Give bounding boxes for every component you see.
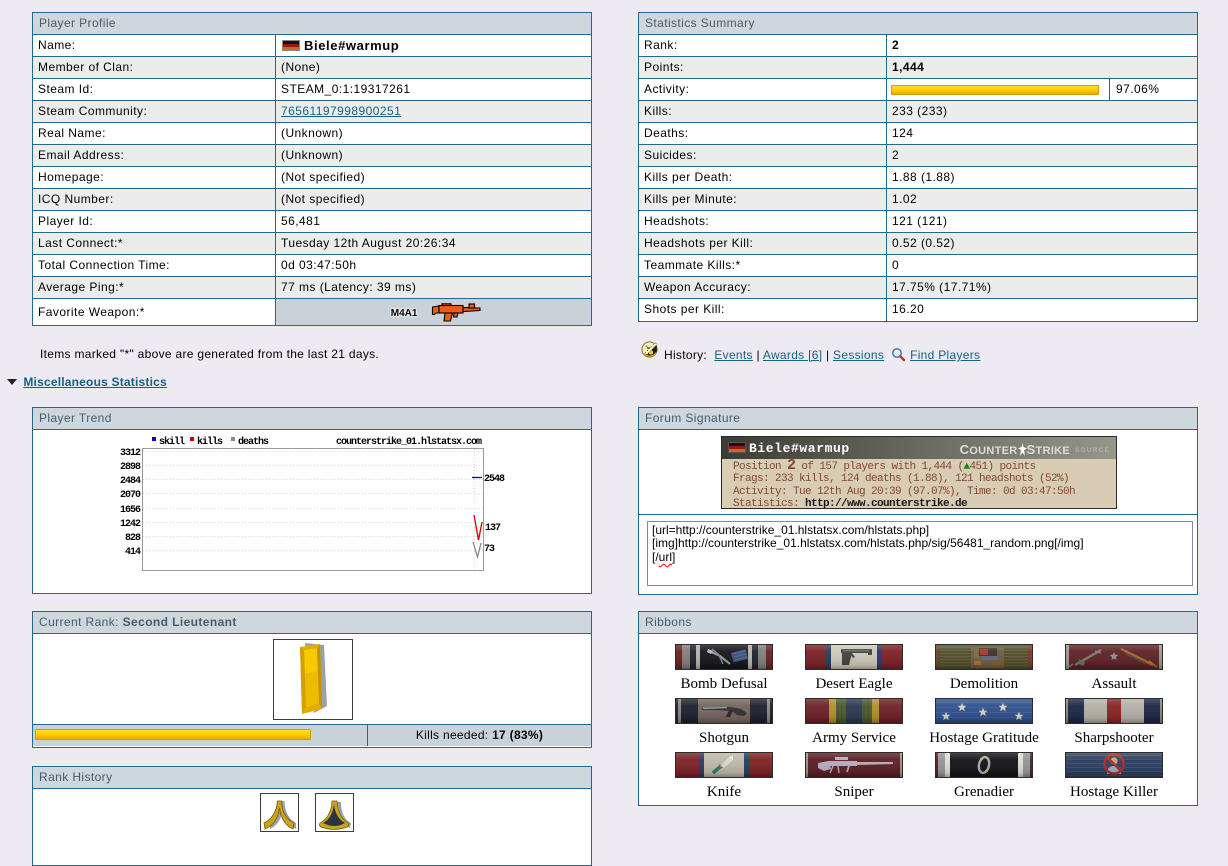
svg-text:counterstrike_01.hlstatsx.com: counterstrike_01.hlstatsx.com xyxy=(336,436,482,448)
svg-text:2484: 2484 xyxy=(120,476,141,487)
svg-text:3312: 3312 xyxy=(120,448,141,459)
svg-text:deaths: deaths xyxy=(238,436,269,448)
svg-text:2548: 2548 xyxy=(484,474,505,485)
svg-text:414: 414 xyxy=(125,547,141,558)
svg-text:1242: 1242 xyxy=(120,519,141,530)
svg-text:828: 828 xyxy=(125,533,141,544)
svg-text:skill: skill xyxy=(159,436,185,448)
svg-text:kills: kills xyxy=(197,436,223,448)
svg-text:1656: 1656 xyxy=(120,505,141,516)
svg-text:2898: 2898 xyxy=(120,462,141,473)
svg-text:2070: 2070 xyxy=(120,490,141,501)
svg-text:73: 73 xyxy=(484,544,495,555)
svg-text:137: 137 xyxy=(485,523,501,534)
